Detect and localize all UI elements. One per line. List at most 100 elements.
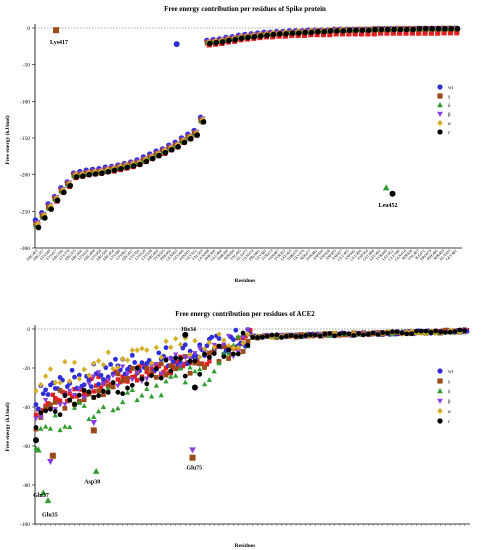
data-point [45, 401, 51, 406]
data-point [74, 394, 80, 399]
data-point [42, 373, 49, 380]
data-point [38, 425, 44, 431]
data-point [433, 328, 439, 334]
legend-label: γ [448, 380, 451, 385]
data-point [187, 348, 193, 354]
data-point [358, 31, 365, 37]
data-point [115, 389, 121, 395]
data-point [187, 370, 193, 376]
data-point [156, 152, 162, 159]
data-point [365, 331, 371, 337]
data-point [62, 402, 68, 408]
y-tick-label: -40 [23, 405, 31, 411]
data-point [33, 437, 39, 444]
data-point [105, 168, 112, 175]
data-point [214, 344, 219, 350]
data-point [33, 387, 39, 394]
data-point [168, 363, 174, 368]
data-point [67, 378, 73, 385]
spike-xlabel: Residues [235, 278, 256, 284]
data-point [422, 30, 428, 36]
legend-marker [437, 84, 443, 90]
data-point [69, 367, 75, 373]
data-point [162, 149, 169, 156]
data-point [370, 330, 376, 336]
data-point [118, 379, 123, 385]
data-point [42, 423, 49, 429]
legend-label: wt [448, 370, 454, 375]
data-point [245, 327, 251, 333]
data-point [283, 31, 289, 37]
data-point [146, 372, 152, 378]
data-point [158, 392, 164, 398]
data-point [235, 333, 241, 339]
data-point [125, 375, 130, 381]
data-point [67, 397, 73, 403]
data-point [86, 381, 92, 387]
data-point [129, 347, 135, 354]
data-point [65, 398, 70, 404]
data-point [264, 32, 270, 39]
data-point [288, 333, 294, 338]
data-point [182, 342, 188, 348]
data-point [144, 386, 150, 391]
data-point [81, 403, 87, 408]
data-point [62, 423, 68, 429]
data-point [187, 364, 193, 370]
data-point [308, 332, 313, 338]
data-point [192, 358, 198, 364]
data-point [199, 361, 205, 366]
data-point [153, 366, 159, 371]
data-point [96, 393, 102, 399]
data-point [92, 467, 100, 474]
data-point [129, 365, 135, 371]
data-point [48, 406, 53, 412]
data-point [158, 354, 164, 361]
data-point [125, 379, 130, 384]
data-point [182, 373, 188, 379]
data-point [245, 343, 251, 348]
data-point [308, 29, 315, 36]
data-point [248, 328, 253, 333]
data-point [189, 447, 196, 454]
data-point [454, 30, 460, 36]
data-point [173, 372, 179, 378]
data-point [312, 332, 318, 338]
data-point [120, 391, 126, 397]
data-point [409, 30, 415, 36]
data-point [43, 408, 49, 414]
data-point [115, 371, 121, 377]
data-point [90, 427, 97, 434]
ace2-xlabel: Residues [235, 543, 256, 549]
data-point [221, 337, 227, 344]
data-point [235, 351, 241, 357]
legend-marker [437, 129, 443, 135]
data-point [36, 406, 41, 412]
legend-label: ε [448, 420, 450, 425]
data-point [245, 338, 251, 344]
data-point [201, 345, 208, 352]
data-point [221, 350, 227, 356]
data-point [384, 30, 390, 36]
data-point [389, 190, 396, 197]
data-point [438, 329, 443, 335]
data-point [380, 330, 386, 335]
data-point [194, 132, 201, 138]
data-point [240, 335, 246, 341]
data-point [233, 327, 239, 333]
data-point [183, 361, 188, 367]
data-point [225, 333, 232, 339]
data-point [132, 374, 137, 379]
data-point [200, 119, 207, 125]
data-point [365, 31, 371, 37]
data-point [81, 382, 87, 388]
data-point [110, 380, 116, 385]
data-point [211, 351, 217, 356]
data-point [156, 350, 162, 356]
data-point [163, 345, 169, 351]
data-point [423, 328, 429, 334]
data-point [122, 377, 128, 382]
ace2-chart-title: Free energy contribution per residues of… [175, 310, 315, 318]
data-point [113, 369, 118, 374]
data-point [120, 399, 126, 405]
